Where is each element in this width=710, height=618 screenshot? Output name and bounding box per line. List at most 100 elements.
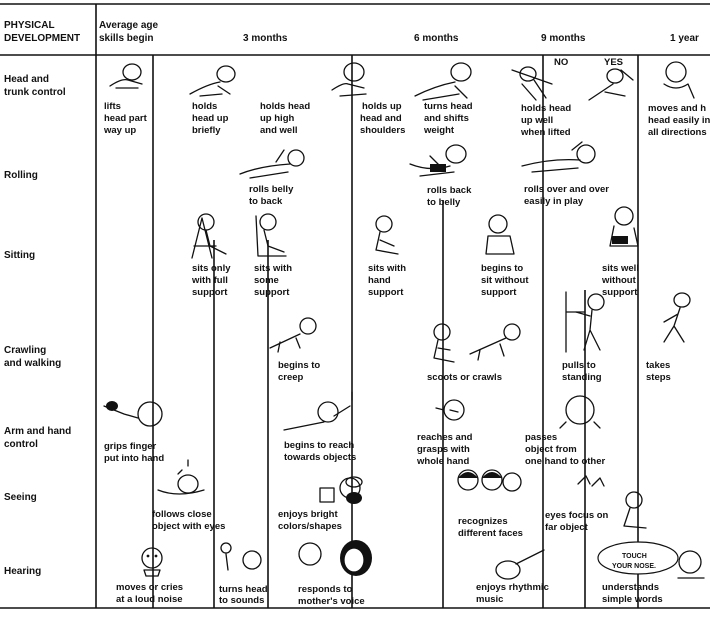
caption-line: pulls to [562, 360, 596, 371]
caption-line: some [254, 275, 279, 286]
caption-line: simple words [602, 594, 663, 605]
header-1-year: 1 year [670, 33, 699, 44]
no-label: NO [554, 57, 568, 68]
caption-line: grips finger [104, 441, 157, 452]
caption-line: sit without [481, 275, 529, 286]
caption-line: steps [646, 372, 671, 383]
baby-figure-icon [375, 215, 399, 255]
speech-bubble-icon [597, 541, 679, 575]
caption-line: whole hand [416, 456, 469, 467]
caption-line: without [601, 275, 637, 286]
caption-line: easily in play [524, 196, 584, 207]
baby-figure-icon [565, 291, 605, 353]
caption-line: standing [562, 372, 602, 383]
corner-title-line1: PHYSICAL [4, 20, 55, 31]
caption-line: one hand to other [525, 456, 606, 467]
caption-line: at a loud noise [116, 594, 183, 605]
caption-line: support [254, 287, 290, 298]
caption-line: sits with [368, 263, 406, 274]
caption-line: support [481, 287, 517, 298]
caption-line: turns head [424, 101, 473, 112]
header-6-months: 6 months [414, 33, 459, 44]
baby-figure-icon [189, 65, 236, 97]
caption-line: shoulders [360, 125, 405, 136]
baby-figure-icon [409, 144, 467, 177]
caption-line: towards objects [284, 452, 356, 463]
row-head-trunk-line1: Head and [4, 74, 49, 85]
caption-line: rolls over and over [524, 184, 609, 195]
baby-figure-icon [157, 459, 205, 495]
baby-figure-icon [663, 292, 691, 343]
rattle-icon [220, 542, 262, 571]
baby-figure-icon [191, 213, 227, 259]
caption-line: to belly [427, 197, 461, 208]
caption-line: follows close [152, 509, 212, 520]
caption-line: object with eyes [152, 521, 225, 532]
caption-line: moves or cries [116, 582, 183, 593]
caption-line: creep [278, 372, 304, 383]
header-3-months: 3 months [243, 33, 288, 44]
yes-label: YES [604, 57, 623, 68]
caption-line: support [368, 287, 404, 298]
caption-line: and well [260, 125, 297, 136]
chart-grid [0, 3, 710, 609]
baby-figure-icon [141, 547, 163, 577]
baby-figure-icon [521, 141, 596, 173]
vision-lines [577, 475, 605, 487]
caption-line: up high [260, 113, 294, 124]
caption-line: up well [521, 115, 553, 126]
mother-figure-icon [298, 540, 372, 576]
row-seeing: Seeing [4, 492, 37, 503]
caption-line: weight [423, 125, 455, 136]
caption-line: responds to [298, 584, 353, 595]
baby-figure-icon [414, 62, 472, 101]
baby-figure-icon [623, 491, 647, 529]
caption-line: sits with [254, 263, 292, 274]
caption-line: holds up [362, 101, 402, 112]
caption-line: understands [602, 582, 659, 593]
caption-line: holds head [521, 103, 571, 114]
caption-line: rolls belly [249, 184, 294, 195]
baby-figure-icon [103, 401, 163, 427]
caption-line: grasps with [417, 444, 470, 455]
row-head-trunk-line2: trunk control [4, 87, 66, 98]
block-icon [345, 476, 363, 504]
caption-line: mother's voice [298, 596, 365, 607]
caption-line: sits only [192, 263, 231, 274]
caption-line: rolls back [427, 185, 472, 196]
row-arm-hand-line2: control [4, 439, 38, 450]
rattle-icon [435, 399, 465, 421]
baby-figure-icon [457, 469, 522, 492]
caption-line: scoots or crawls [427, 372, 502, 383]
caption-line: recognizes [458, 516, 508, 527]
caption-line: moves and h [648, 103, 706, 114]
caption-line: briefly [192, 125, 221, 136]
caption-line: lifts [104, 101, 121, 112]
baby-figure-icon [559, 395, 601, 429]
row-rolling: Rolling [4, 170, 38, 181]
caption-line: support [602, 287, 638, 298]
caption-line: way up [103, 125, 136, 136]
baby-figure-icon [485, 214, 515, 255]
caption-line: head up [192, 113, 229, 124]
baby-figure-icon [255, 213, 287, 257]
corner-title-line2: DEVELOPMENT [4, 33, 80, 44]
caption-line: far object [545, 522, 589, 533]
caption-line: holds head [260, 101, 310, 112]
caption-line: enjoys bright [278, 509, 338, 520]
caption-line: and shifts [424, 113, 469, 124]
baby-figure-icon [511, 66, 553, 101]
caption-line: all directions [648, 127, 707, 138]
row-hearing: Hearing [4, 566, 41, 577]
caption-line: enjoys rhythmic [476, 582, 549, 593]
baby-figure-icon [269, 317, 317, 353]
captions: lifts head part way up holds head up bri… [103, 101, 710, 607]
caption-line: head part [104, 113, 148, 124]
caption-line: different faces [458, 528, 523, 539]
row-sitting: Sitting [4, 250, 35, 261]
caption-line: begins to [278, 360, 320, 371]
caption-line: sits well [602, 263, 639, 274]
caption-line: head and [360, 113, 402, 124]
caption-line: turns head [219, 584, 268, 595]
baby-figure-icon [433, 323, 455, 363]
